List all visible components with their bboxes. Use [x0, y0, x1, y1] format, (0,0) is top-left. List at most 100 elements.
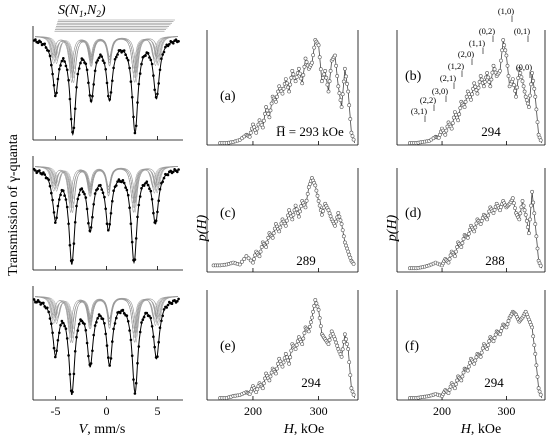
data-point — [144, 54, 147, 57]
data-point — [68, 243, 72, 247]
mossbauer-tick-label: -5 — [51, 404, 61, 418]
ph-point — [523, 94, 528, 99]
ph-point — [447, 257, 452, 261]
data-point — [130, 95, 134, 99]
ph-point — [303, 56, 308, 61]
data-point — [126, 320, 130, 323]
ph-point — [283, 223, 288, 228]
data-point — [156, 92, 159, 96]
ph-point — [287, 361, 292, 366]
ph-point — [486, 213, 491, 218]
data-point — [62, 57, 65, 60]
ph-point — [242, 257, 247, 261]
ph-point — [258, 249, 263, 254]
ph-point — [510, 196, 515, 201]
data-point — [67, 78, 70, 82]
data-point — [77, 67, 81, 70]
data-point — [63, 194, 66, 197]
data-point — [121, 179, 125, 182]
velocity-symbol: V — [79, 422, 89, 437]
ph-point — [347, 103, 352, 108]
data-point — [62, 321, 65, 325]
data-point — [46, 306, 49, 310]
data-point — [138, 330, 142, 334]
ph-point — [348, 373, 353, 378]
panel-label-b: (b) — [405, 69, 422, 84]
mossbauer-tick-label: 0 — [104, 404, 110, 418]
ph-point — [530, 189, 535, 194]
data-point — [137, 82, 141, 86]
data-point — [129, 222, 133, 225]
ph-point — [326, 342, 331, 347]
data-point — [44, 46, 48, 49]
data-point — [92, 83, 95, 86]
data-point — [112, 327, 115, 331]
ph-point — [527, 105, 531, 109]
data-point — [142, 184, 146, 187]
ph-point — [299, 204, 304, 209]
data-point — [36, 41, 40, 45]
ph-point — [516, 76, 521, 81]
ph-point — [246, 256, 251, 261]
subspectrum-line — [35, 296, 178, 344]
data-point — [91, 349, 94, 353]
data-point — [95, 321, 98, 324]
ph-point — [348, 117, 353, 121]
ph-point — [293, 203, 298, 208]
data-point — [105, 222, 109, 225]
data-point — [59, 193, 62, 197]
data-point — [138, 72, 142, 75]
data-point — [43, 42, 46, 46]
ph-point — [306, 329, 311, 334]
ph-point — [479, 350, 484, 355]
ph-point — [472, 229, 477, 234]
ph-point — [337, 214, 342, 219]
ph-point — [346, 249, 351, 254]
data-point — [97, 56, 101, 60]
data-point — [122, 312, 126, 315]
ph-point — [306, 185, 311, 190]
data-point — [51, 72, 54, 76]
ph-point — [349, 130, 354, 135]
ph-point — [466, 364, 471, 369]
ph-point — [513, 206, 517, 211]
data-point — [148, 187, 151, 190]
data-point — [72, 126, 76, 130]
data-point — [47, 49, 50, 53]
data-point — [126, 59, 130, 62]
data-point — [105, 344, 109, 347]
ph-point — [284, 81, 289, 86]
ph-point — [319, 212, 324, 217]
ph-point — [286, 358, 290, 363]
ph-point — [347, 360, 352, 365]
ph-point — [321, 209, 325, 214]
ph-tick-label: 200 — [244, 404, 262, 418]
data-point — [89, 226, 93, 229]
mean-field-d: 288 — [485, 253, 505, 268]
subspectrum-line — [35, 166, 178, 204]
ph-point — [341, 234, 346, 239]
ph-point — [326, 89, 331, 94]
ph-point — [444, 128, 449, 133]
ph-point — [454, 249, 458, 254]
data-point — [140, 62, 143, 66]
data-point — [42, 301, 45, 305]
data-point — [95, 61, 98, 64]
data-point — [81, 58, 85, 62]
ph-point — [266, 235, 271, 240]
data-point — [100, 188, 103, 191]
ph-point — [466, 231, 471, 236]
data-point — [76, 72, 80, 76]
ph-point — [307, 324, 312, 329]
data-point — [176, 299, 179, 303]
ph-point — [327, 337, 332, 342]
data-point — [87, 81, 90, 85]
ph-point — [443, 132, 448, 137]
data-point — [75, 86, 78, 89]
data-point — [109, 212, 113, 215]
ph-point — [521, 84, 526, 89]
data-point — [101, 317, 105, 321]
ph-point — [524, 98, 529, 103]
ph-point — [505, 322, 510, 327]
ph-point — [255, 126, 260, 131]
